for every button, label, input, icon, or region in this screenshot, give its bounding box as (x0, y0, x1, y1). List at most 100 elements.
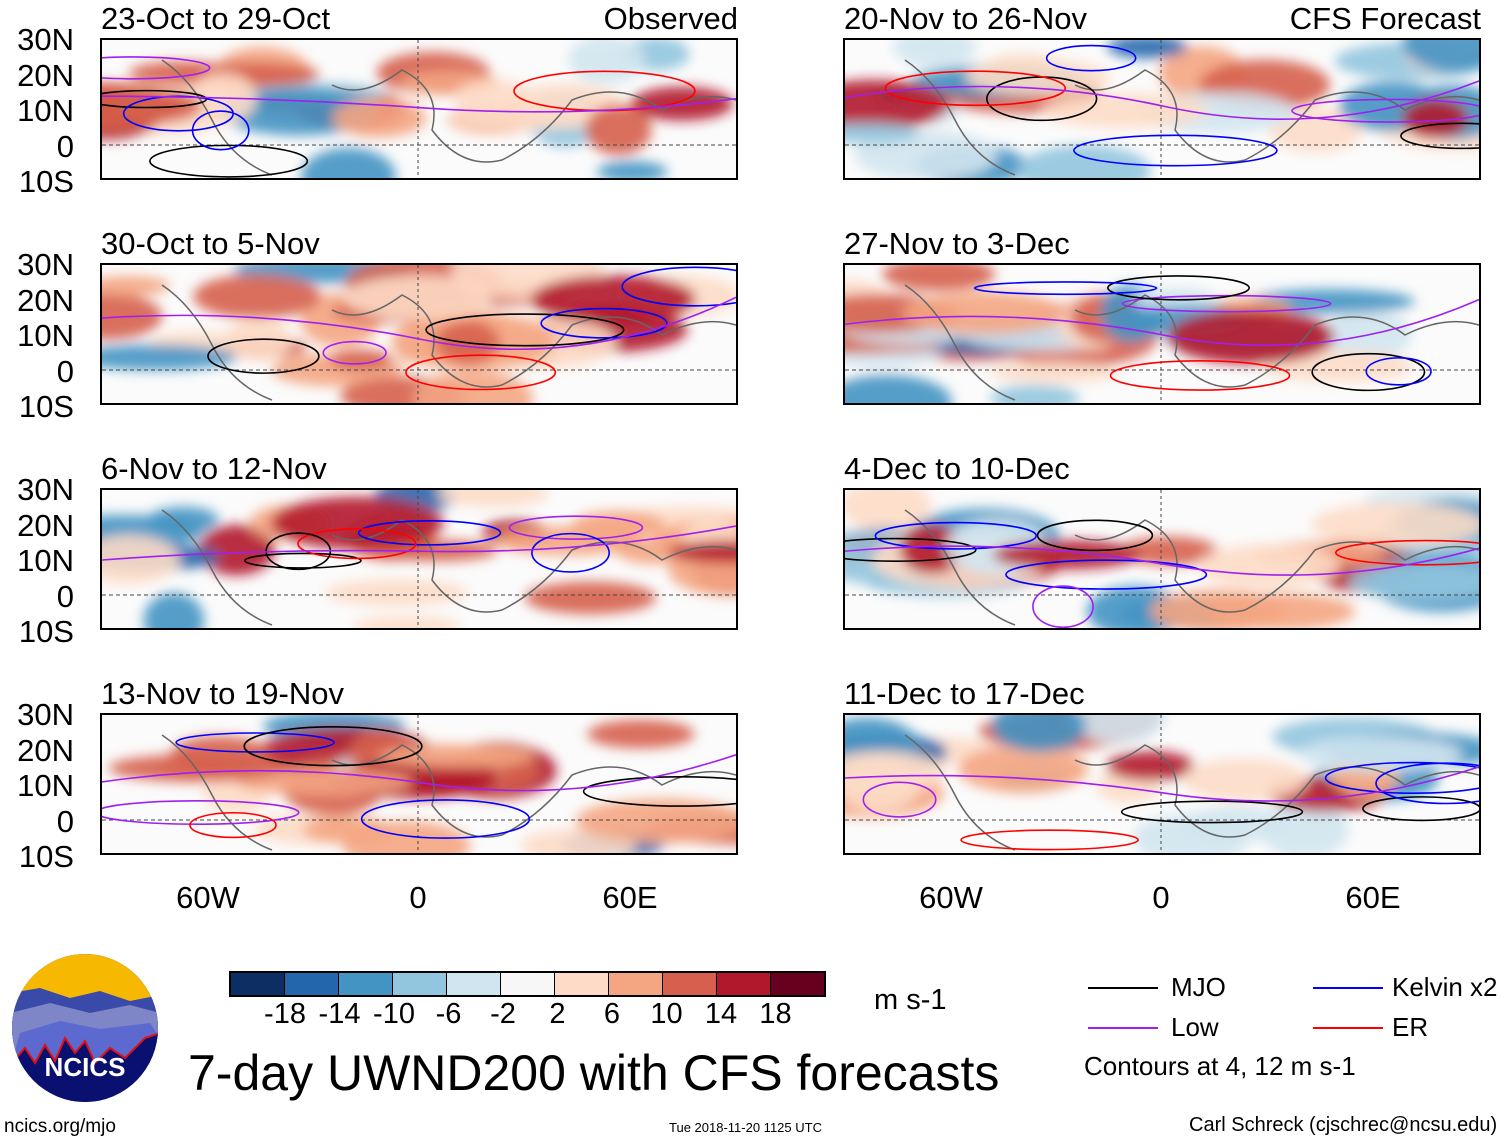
wind-anomaly-shading (198, 524, 276, 576)
er-contour (189, 811, 277, 839)
legend-mjo-line (1088, 987, 1158, 989)
longitude-label: 60W (176, 880, 240, 915)
kelvin-contour (1073, 134, 1278, 167)
legend-mjo-label: MJO (1171, 972, 1226, 1002)
footer-url[interactable]: ncics.org/mjo (4, 1116, 116, 1137)
mjo-contour (1107, 275, 1250, 301)
mjo-contour (1036, 519, 1154, 552)
legend-kelvin-label: Kelvin x2 (1392, 972, 1498, 1002)
er-contour (297, 528, 417, 560)
mjo-contour (243, 726, 423, 767)
latitude-label: 0 (56, 128, 74, 164)
wind-anomaly-shading (235, 768, 414, 796)
longitude-label: 60W (919, 880, 983, 915)
wind-anomaly-shading (270, 496, 444, 550)
mjo-contour (1311, 352, 1426, 392)
colorbar-tick-label: 10 (650, 998, 683, 1030)
low-contour (322, 340, 387, 365)
longitude-label: 60E (1345, 880, 1401, 915)
low-contour (508, 515, 644, 540)
wind-anomaly-shading (324, 579, 469, 606)
wind-anomaly-shading (302, 816, 391, 844)
mjo-contour (149, 144, 309, 178)
low-contour (845, 545, 1479, 576)
low-contour (1032, 585, 1094, 628)
legend-low-line (1088, 1027, 1158, 1029)
wind-anomaly-shading (845, 79, 951, 130)
legend-er-label: ER (1392, 1012, 1429, 1042)
colorbar-tick-label: -2 (490, 998, 516, 1030)
mjo-contour (845, 537, 977, 562)
panel-title: 30-Oct to 5-Nov (101, 226, 320, 261)
wind-anomaly-shading (1402, 98, 1469, 139)
low-contour (102, 296, 736, 351)
wind-anomaly-shading (301, 147, 396, 178)
wind-anomaly-shading (882, 265, 996, 291)
colorbar-swatch (609, 973, 663, 995)
kelvin-contour (540, 307, 668, 339)
map-panel (843, 488, 1481, 630)
wind-anomaly-shading (413, 371, 534, 403)
wind-anomaly-shading (1260, 803, 1349, 853)
latitude-label: 10N (17, 768, 74, 803)
map-panel (100, 488, 738, 630)
latitude-label: 30N (17, 247, 74, 282)
wind-anomaly-shading (992, 540, 1141, 570)
mjo-contour (425, 313, 625, 347)
panel-title: 11-Dec to 17-Dec (844, 676, 1085, 711)
low-contour (1291, 98, 1479, 123)
colorbar-tick-label: -18 (264, 998, 306, 1030)
figure-title: 7-day UWND200 with CFS forecasts (188, 1045, 1000, 1101)
wind-anomaly-shading (958, 745, 1089, 794)
wind-anomaly-shading (377, 744, 535, 769)
latitude-label: 10S (18, 614, 74, 649)
wind-anomaly-shading (494, 525, 641, 556)
coastline (904, 509, 1479, 626)
wind-anomaly-shading (575, 798, 736, 844)
kelvin-contour (531, 532, 610, 573)
colorbar-swatch (663, 973, 717, 995)
latitude-label: 10N (17, 93, 74, 128)
wind-anomaly-shading (352, 616, 461, 628)
wind-anomaly-shading (1068, 715, 1166, 744)
colorbar-swatch (501, 973, 555, 995)
colorbar-swatch (555, 973, 609, 995)
mjo-contour (1120, 800, 1304, 824)
latitude-label: 0 (56, 578, 74, 614)
latitude-label: 20N (17, 57, 74, 93)
latitude-label: 30N (17, 697, 74, 732)
wind-anomaly-shading (893, 40, 977, 68)
wind-anomaly-shading (1041, 93, 1208, 128)
mjo-contour (1362, 796, 1479, 822)
wind-anomaly-shading (1311, 502, 1479, 547)
kelvin-contour (621, 266, 736, 307)
wind-anomaly-shading (1402, 40, 1479, 73)
wind-anomaly-shading (568, 40, 645, 85)
latitude-label: 20N (17, 732, 74, 768)
low-contour (1121, 294, 1332, 313)
colorbar-swatch (231, 973, 285, 995)
map-panel (100, 263, 738, 405)
colorbar-tick-label: -14 (318, 998, 361, 1030)
latitude-label: 20N (17, 282, 74, 318)
footer-timestamp: Tue 2018-11-20 1125 UTC (669, 1120, 822, 1135)
latitude-label: 10S (18, 839, 74, 874)
wind-anomaly-shading (332, 98, 427, 138)
wind-anomaly-shading (630, 86, 734, 121)
colorbar (229, 971, 826, 997)
kelvin-contour (1324, 761, 1479, 795)
legend-low-label: Low (1171, 1012, 1219, 1042)
map-panel (100, 713, 738, 855)
wind-anomaly-shading (437, 490, 549, 508)
low-contour (102, 95, 736, 113)
low-contour (102, 753, 736, 792)
wind-anomaly-shading (1107, 40, 1188, 59)
kelvin-contour (1375, 762, 1479, 805)
wind-anomaly-shading (1182, 758, 1307, 802)
low-contour (102, 525, 736, 561)
kelvin-contour (357, 519, 502, 546)
wind-anomaly-shading (102, 535, 180, 585)
mjo-contour (1400, 122, 1479, 150)
colorbar-swatch (771, 973, 824, 995)
wind-anomaly-shading (1298, 736, 1463, 772)
